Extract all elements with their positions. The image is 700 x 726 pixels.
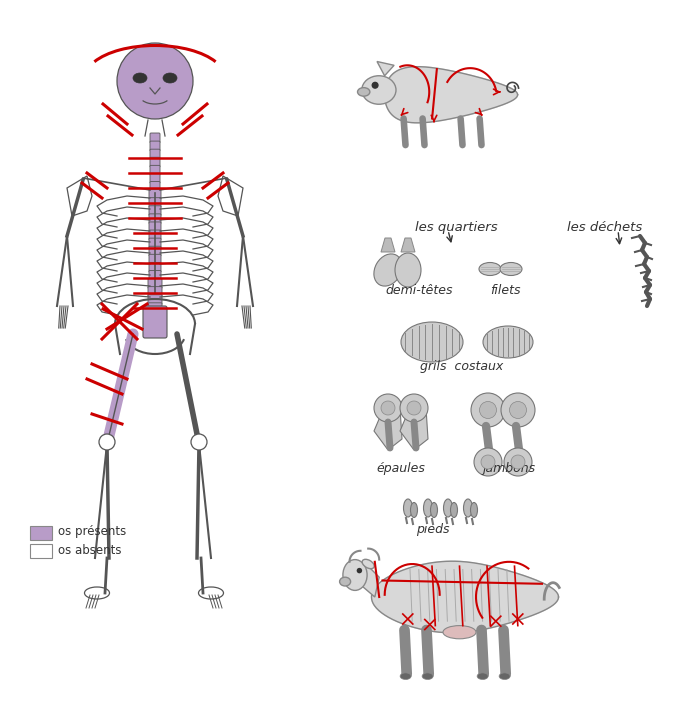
Circle shape xyxy=(471,393,505,427)
FancyBboxPatch shape xyxy=(148,311,162,321)
Ellipse shape xyxy=(477,673,488,680)
Circle shape xyxy=(381,401,395,415)
Text: pieds: pieds xyxy=(416,523,449,536)
Circle shape xyxy=(400,394,428,422)
FancyBboxPatch shape xyxy=(150,182,160,192)
Polygon shape xyxy=(372,561,559,633)
Text: jambons: jambons xyxy=(482,462,535,475)
Ellipse shape xyxy=(358,88,370,96)
Ellipse shape xyxy=(500,263,522,275)
FancyBboxPatch shape xyxy=(149,246,161,256)
Ellipse shape xyxy=(400,673,411,680)
FancyBboxPatch shape xyxy=(150,141,160,151)
FancyBboxPatch shape xyxy=(149,271,161,280)
Ellipse shape xyxy=(430,502,438,518)
FancyBboxPatch shape xyxy=(148,295,162,305)
FancyBboxPatch shape xyxy=(148,287,162,297)
FancyBboxPatch shape xyxy=(143,306,167,338)
Ellipse shape xyxy=(163,73,177,83)
Polygon shape xyxy=(374,398,402,450)
FancyBboxPatch shape xyxy=(149,205,161,216)
FancyBboxPatch shape xyxy=(150,174,160,184)
Circle shape xyxy=(481,455,495,469)
Circle shape xyxy=(191,434,207,450)
Circle shape xyxy=(510,401,526,418)
FancyBboxPatch shape xyxy=(149,230,161,240)
Polygon shape xyxy=(384,67,517,123)
Text: os absents: os absents xyxy=(58,544,122,557)
FancyBboxPatch shape xyxy=(148,303,162,313)
Circle shape xyxy=(117,43,193,119)
FancyBboxPatch shape xyxy=(150,149,160,159)
Polygon shape xyxy=(381,238,395,252)
FancyBboxPatch shape xyxy=(149,254,161,264)
Ellipse shape xyxy=(451,502,458,518)
Ellipse shape xyxy=(340,577,351,586)
Ellipse shape xyxy=(362,559,375,568)
Ellipse shape xyxy=(395,253,421,287)
Circle shape xyxy=(99,434,115,450)
Text: demi-têtes: demi-têtes xyxy=(385,284,452,297)
Text: os présents: os présents xyxy=(58,524,126,537)
Text: les quartiers: les quartiers xyxy=(415,221,498,234)
Circle shape xyxy=(474,448,502,476)
Bar xyxy=(30,526,52,540)
Text: grils  costaux: grils costaux xyxy=(420,360,503,373)
Ellipse shape xyxy=(362,76,396,105)
FancyBboxPatch shape xyxy=(150,158,160,167)
FancyBboxPatch shape xyxy=(149,262,161,272)
Text: épaules: épaules xyxy=(376,462,425,475)
FancyBboxPatch shape xyxy=(149,222,161,232)
Ellipse shape xyxy=(403,499,412,517)
FancyBboxPatch shape xyxy=(149,238,161,248)
Ellipse shape xyxy=(470,502,477,518)
Circle shape xyxy=(374,394,402,422)
FancyBboxPatch shape xyxy=(150,166,160,176)
FancyBboxPatch shape xyxy=(149,189,161,200)
Ellipse shape xyxy=(444,499,452,517)
Circle shape xyxy=(504,448,532,476)
Ellipse shape xyxy=(401,322,463,362)
Circle shape xyxy=(501,393,535,427)
Ellipse shape xyxy=(483,326,533,358)
Ellipse shape xyxy=(374,254,402,286)
Ellipse shape xyxy=(133,73,147,83)
FancyBboxPatch shape xyxy=(148,319,162,329)
Polygon shape xyxy=(377,62,394,76)
Ellipse shape xyxy=(463,499,473,517)
Bar xyxy=(30,544,52,558)
FancyBboxPatch shape xyxy=(149,214,161,224)
Ellipse shape xyxy=(343,560,367,590)
Circle shape xyxy=(480,401,496,418)
Text: filets: filets xyxy=(490,284,521,297)
Circle shape xyxy=(511,455,525,469)
Polygon shape xyxy=(401,238,415,252)
Polygon shape xyxy=(400,398,428,450)
Ellipse shape xyxy=(410,502,417,518)
Ellipse shape xyxy=(443,626,476,639)
Polygon shape xyxy=(359,562,379,597)
Circle shape xyxy=(372,82,378,88)
Circle shape xyxy=(407,401,421,415)
Ellipse shape xyxy=(424,499,433,517)
Ellipse shape xyxy=(422,673,433,680)
Ellipse shape xyxy=(479,263,501,275)
Ellipse shape xyxy=(499,673,510,680)
FancyBboxPatch shape xyxy=(150,133,160,143)
FancyBboxPatch shape xyxy=(149,197,161,208)
Circle shape xyxy=(356,568,362,574)
FancyBboxPatch shape xyxy=(148,279,162,288)
Text: les déchets: les déchets xyxy=(567,221,643,234)
